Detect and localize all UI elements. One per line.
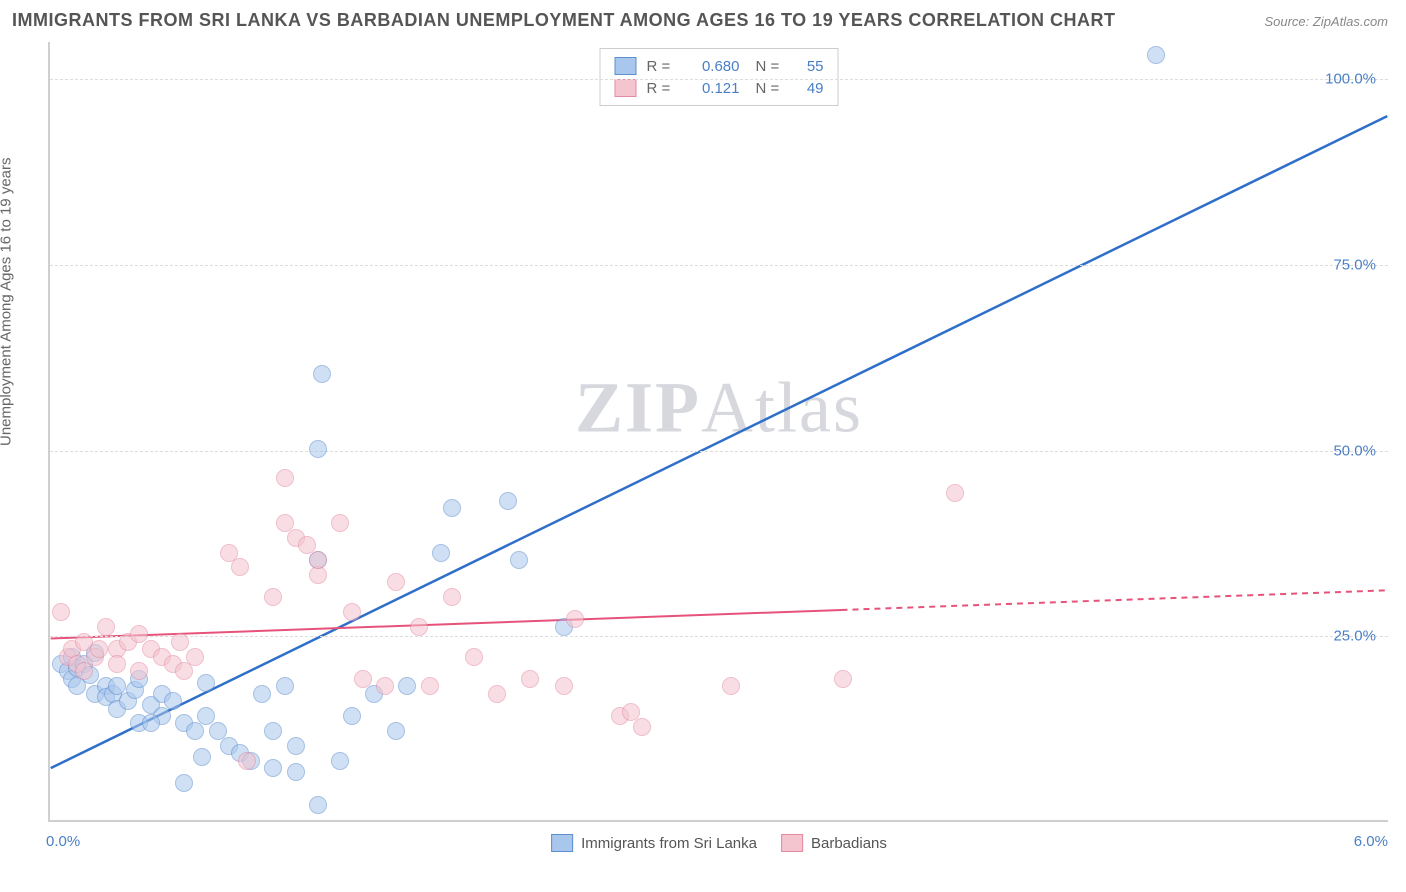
scatter-point — [834, 670, 852, 688]
legend-n-value: 55 — [794, 58, 824, 75]
scatter-point — [276, 469, 294, 487]
scatter-point — [264, 722, 282, 740]
scatter-point — [510, 551, 528, 569]
scatter-point — [499, 492, 517, 510]
scatter-point — [1147, 46, 1165, 64]
x-tick-right: 6.0% — [1354, 833, 1388, 850]
legend-r-label: R = — [647, 80, 675, 97]
y-tick-label: 50.0% — [1333, 442, 1376, 459]
scatter-point — [521, 670, 539, 688]
watermark-zip: ZIP — [575, 367, 701, 447]
watermark-atlas: Atlas — [701, 367, 863, 447]
scatter-point — [52, 603, 70, 621]
scatter-point — [331, 752, 349, 770]
scatter-point — [465, 648, 483, 666]
scatter-point — [566, 610, 584, 628]
series-legend: Immigrants from Sri Lanka Barbadians — [551, 834, 887, 852]
legend-r-label: R = — [647, 58, 675, 75]
scatter-point — [331, 514, 349, 532]
gridline — [50, 79, 1388, 80]
scatter-point — [633, 718, 651, 736]
scatter-point — [376, 677, 394, 695]
scatter-point — [410, 618, 428, 636]
scatter-point — [354, 670, 372, 688]
y-axis-label: Unemployment Among Ages 16 to 19 years — [0, 157, 15, 446]
legend-swatch — [615, 57, 637, 75]
legend-label: Barbadians — [811, 835, 887, 852]
legend-row: R = 0.121 N = 49 — [615, 77, 824, 99]
plot-area: ZIPAtlas R =0.680N =55R =0.121N =49 Immi… — [48, 42, 1388, 822]
scatter-point — [171, 633, 189, 651]
scatter-point — [432, 544, 450, 562]
trend-line — [51, 116, 1388, 768]
scatter-point — [197, 674, 215, 692]
x-tick-left: 0.0% — [46, 833, 80, 850]
scatter-point — [175, 774, 193, 792]
legend-item: Immigrants from Sri Lanka — [551, 834, 757, 852]
scatter-point — [287, 737, 305, 755]
legend-item: Barbadians — [781, 834, 887, 852]
scatter-point — [398, 677, 416, 695]
scatter-point — [142, 714, 160, 732]
gridline — [50, 265, 1388, 266]
scatter-point — [443, 588, 461, 606]
legend-swatch — [615, 79, 637, 97]
source-attribution: Source: ZipAtlas.com — [1264, 14, 1388, 29]
scatter-point — [276, 677, 294, 695]
y-tick-label: 75.0% — [1333, 256, 1376, 273]
scatter-point — [175, 662, 193, 680]
scatter-point — [309, 551, 327, 569]
legend-n-value: 49 — [794, 80, 824, 97]
scatter-point — [946, 484, 964, 502]
scatter-point — [97, 618, 115, 636]
scatter-point — [555, 677, 573, 695]
y-tick-label: 100.0% — [1325, 71, 1376, 88]
scatter-point — [231, 558, 249, 576]
scatter-point — [722, 677, 740, 695]
scatter-point — [309, 796, 327, 814]
scatter-point — [164, 692, 182, 710]
scatter-point — [238, 752, 256, 770]
scatter-point — [253, 685, 271, 703]
legend-n-label: N = — [756, 58, 784, 75]
gridline — [50, 636, 1388, 637]
legend-swatch — [551, 834, 573, 852]
legend-n-label: N = — [756, 80, 784, 97]
scatter-point — [264, 759, 282, 777]
scatter-point — [264, 588, 282, 606]
scatter-point — [343, 707, 361, 725]
gridline — [50, 451, 1388, 452]
scatter-point — [421, 677, 439, 695]
scatter-point — [75, 662, 93, 680]
scatter-point — [309, 440, 327, 458]
scatter-point — [130, 662, 148, 680]
scatter-point — [186, 648, 204, 666]
scatter-point — [90, 640, 108, 658]
scatter-point — [193, 748, 211, 766]
trend-lines-layer — [50, 42, 1388, 820]
legend-row: R = 0.680 N = 55 — [615, 55, 824, 77]
scatter-point — [186, 722, 204, 740]
scatter-point — [313, 365, 331, 383]
scatter-point — [108, 655, 126, 673]
legend-r-value: 0.121 — [685, 80, 740, 97]
trend-line-extrapolated — [842, 590, 1388, 610]
trend-line — [51, 610, 842, 638]
legend-r-value: 0.680 — [685, 58, 740, 75]
chart-title: IMMIGRANTS FROM SRI LANKA VS BARBADIAN U… — [12, 10, 1116, 31]
scatter-point — [488, 685, 506, 703]
y-tick-label: 25.0% — [1333, 628, 1376, 645]
legend-swatch — [781, 834, 803, 852]
scatter-point — [287, 763, 305, 781]
scatter-point — [387, 722, 405, 740]
watermark: ZIPAtlas — [575, 366, 863, 449]
correlation-legend: R = 0.680 N = 55 R = 0.121 N = 49 — [600, 48, 839, 106]
legend-label: Immigrants from Sri Lanka — [581, 835, 757, 852]
scatter-point — [443, 499, 461, 517]
scatter-point — [387, 573, 405, 591]
scatter-point — [343, 603, 361, 621]
